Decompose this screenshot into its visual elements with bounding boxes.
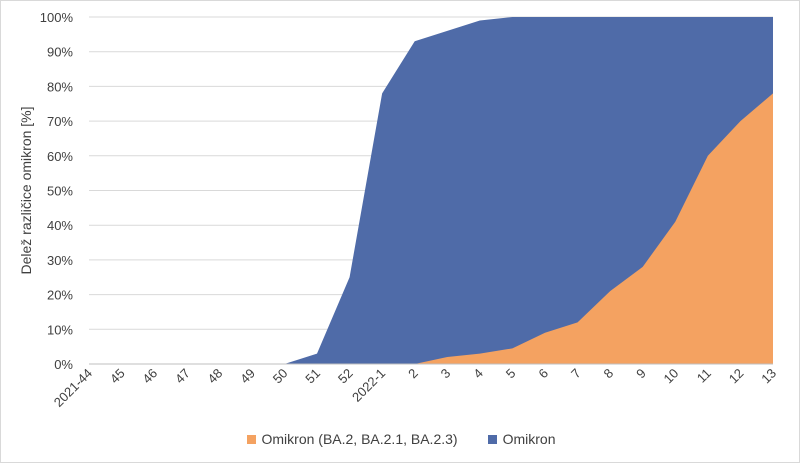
y-tick-label: 30%	[47, 253, 73, 268]
y-tick-label: 60%	[47, 149, 73, 164]
y-tick-label: 0%	[54, 357, 73, 372]
x-tick-label: 2021-44	[51, 366, 95, 410]
y-tick-label: 100%	[40, 10, 74, 25]
x-tick-label: 4	[470, 366, 486, 382]
x-tick-label: 5	[503, 366, 519, 382]
x-tick-label: 52	[335, 366, 356, 387]
legend-label-omikron: Omikron	[502, 431, 556, 447]
area-omikron-ba2	[89, 93, 773, 364]
x-tick-label: 51	[302, 366, 323, 387]
y-tick-label: 40%	[47, 218, 73, 233]
x-tick-label: 45	[107, 366, 128, 387]
x-tick-label: 47	[172, 366, 193, 387]
y-axis-ticks: 0% 10% 20% 30% 40% 50% 60% 70% 80% 90% 100%	[40, 10, 74, 372]
y-tick-label: 70%	[47, 114, 73, 129]
x-tick-label: 48	[205, 366, 226, 387]
y-tick-label: 90%	[47, 45, 73, 60]
legend-swatch-omikron-ba2	[246, 434, 256, 444]
x-tick-label: 50	[270, 366, 291, 387]
x-tick-label: 6	[535, 366, 551, 382]
y-axis-label: Delež različice omikron [%]	[18, 106, 34, 274]
x-tick-label: 46	[139, 366, 160, 387]
y-tick-label: 20%	[47, 288, 73, 303]
area-series-group	[89, 17, 773, 364]
x-tick-label: 49	[237, 366, 258, 387]
area-omikron	[89, 17, 773, 364]
legend-label-omikron-ba2: Omikron (BA.2, BA.2.1, BA.2.3)	[261, 431, 458, 447]
x-tick-label: 7	[568, 366, 584, 382]
legend-item-omikron: Omikron	[487, 431, 556, 447]
legend: Omikron (BA.2, BA.2.1, BA.2.3) Omikron	[1, 427, 800, 451]
x-tick-label: 2	[405, 366, 421, 382]
x-tick-label: 11	[694, 366, 714, 386]
x-tick-label: 10	[661, 366, 682, 387]
y-tick-label: 10%	[47, 322, 73, 337]
legend-item-omikron-ba2: Omikron (BA.2, BA.2.1, BA.2.3)	[246, 431, 458, 447]
x-tick-label: 9	[633, 366, 649, 382]
x-tick-label: 3	[438, 366, 454, 382]
y-tick-label: 50%	[47, 184, 73, 199]
y-tick-label: 80%	[47, 79, 73, 94]
legend-swatch-omikron	[487, 434, 497, 444]
x-tick-label: 2022-1	[349, 366, 388, 405]
x-tick-label: 8	[601, 366, 617, 382]
x-tick-label: 12	[726, 366, 747, 387]
x-tick-label: 13	[758, 366, 779, 387]
